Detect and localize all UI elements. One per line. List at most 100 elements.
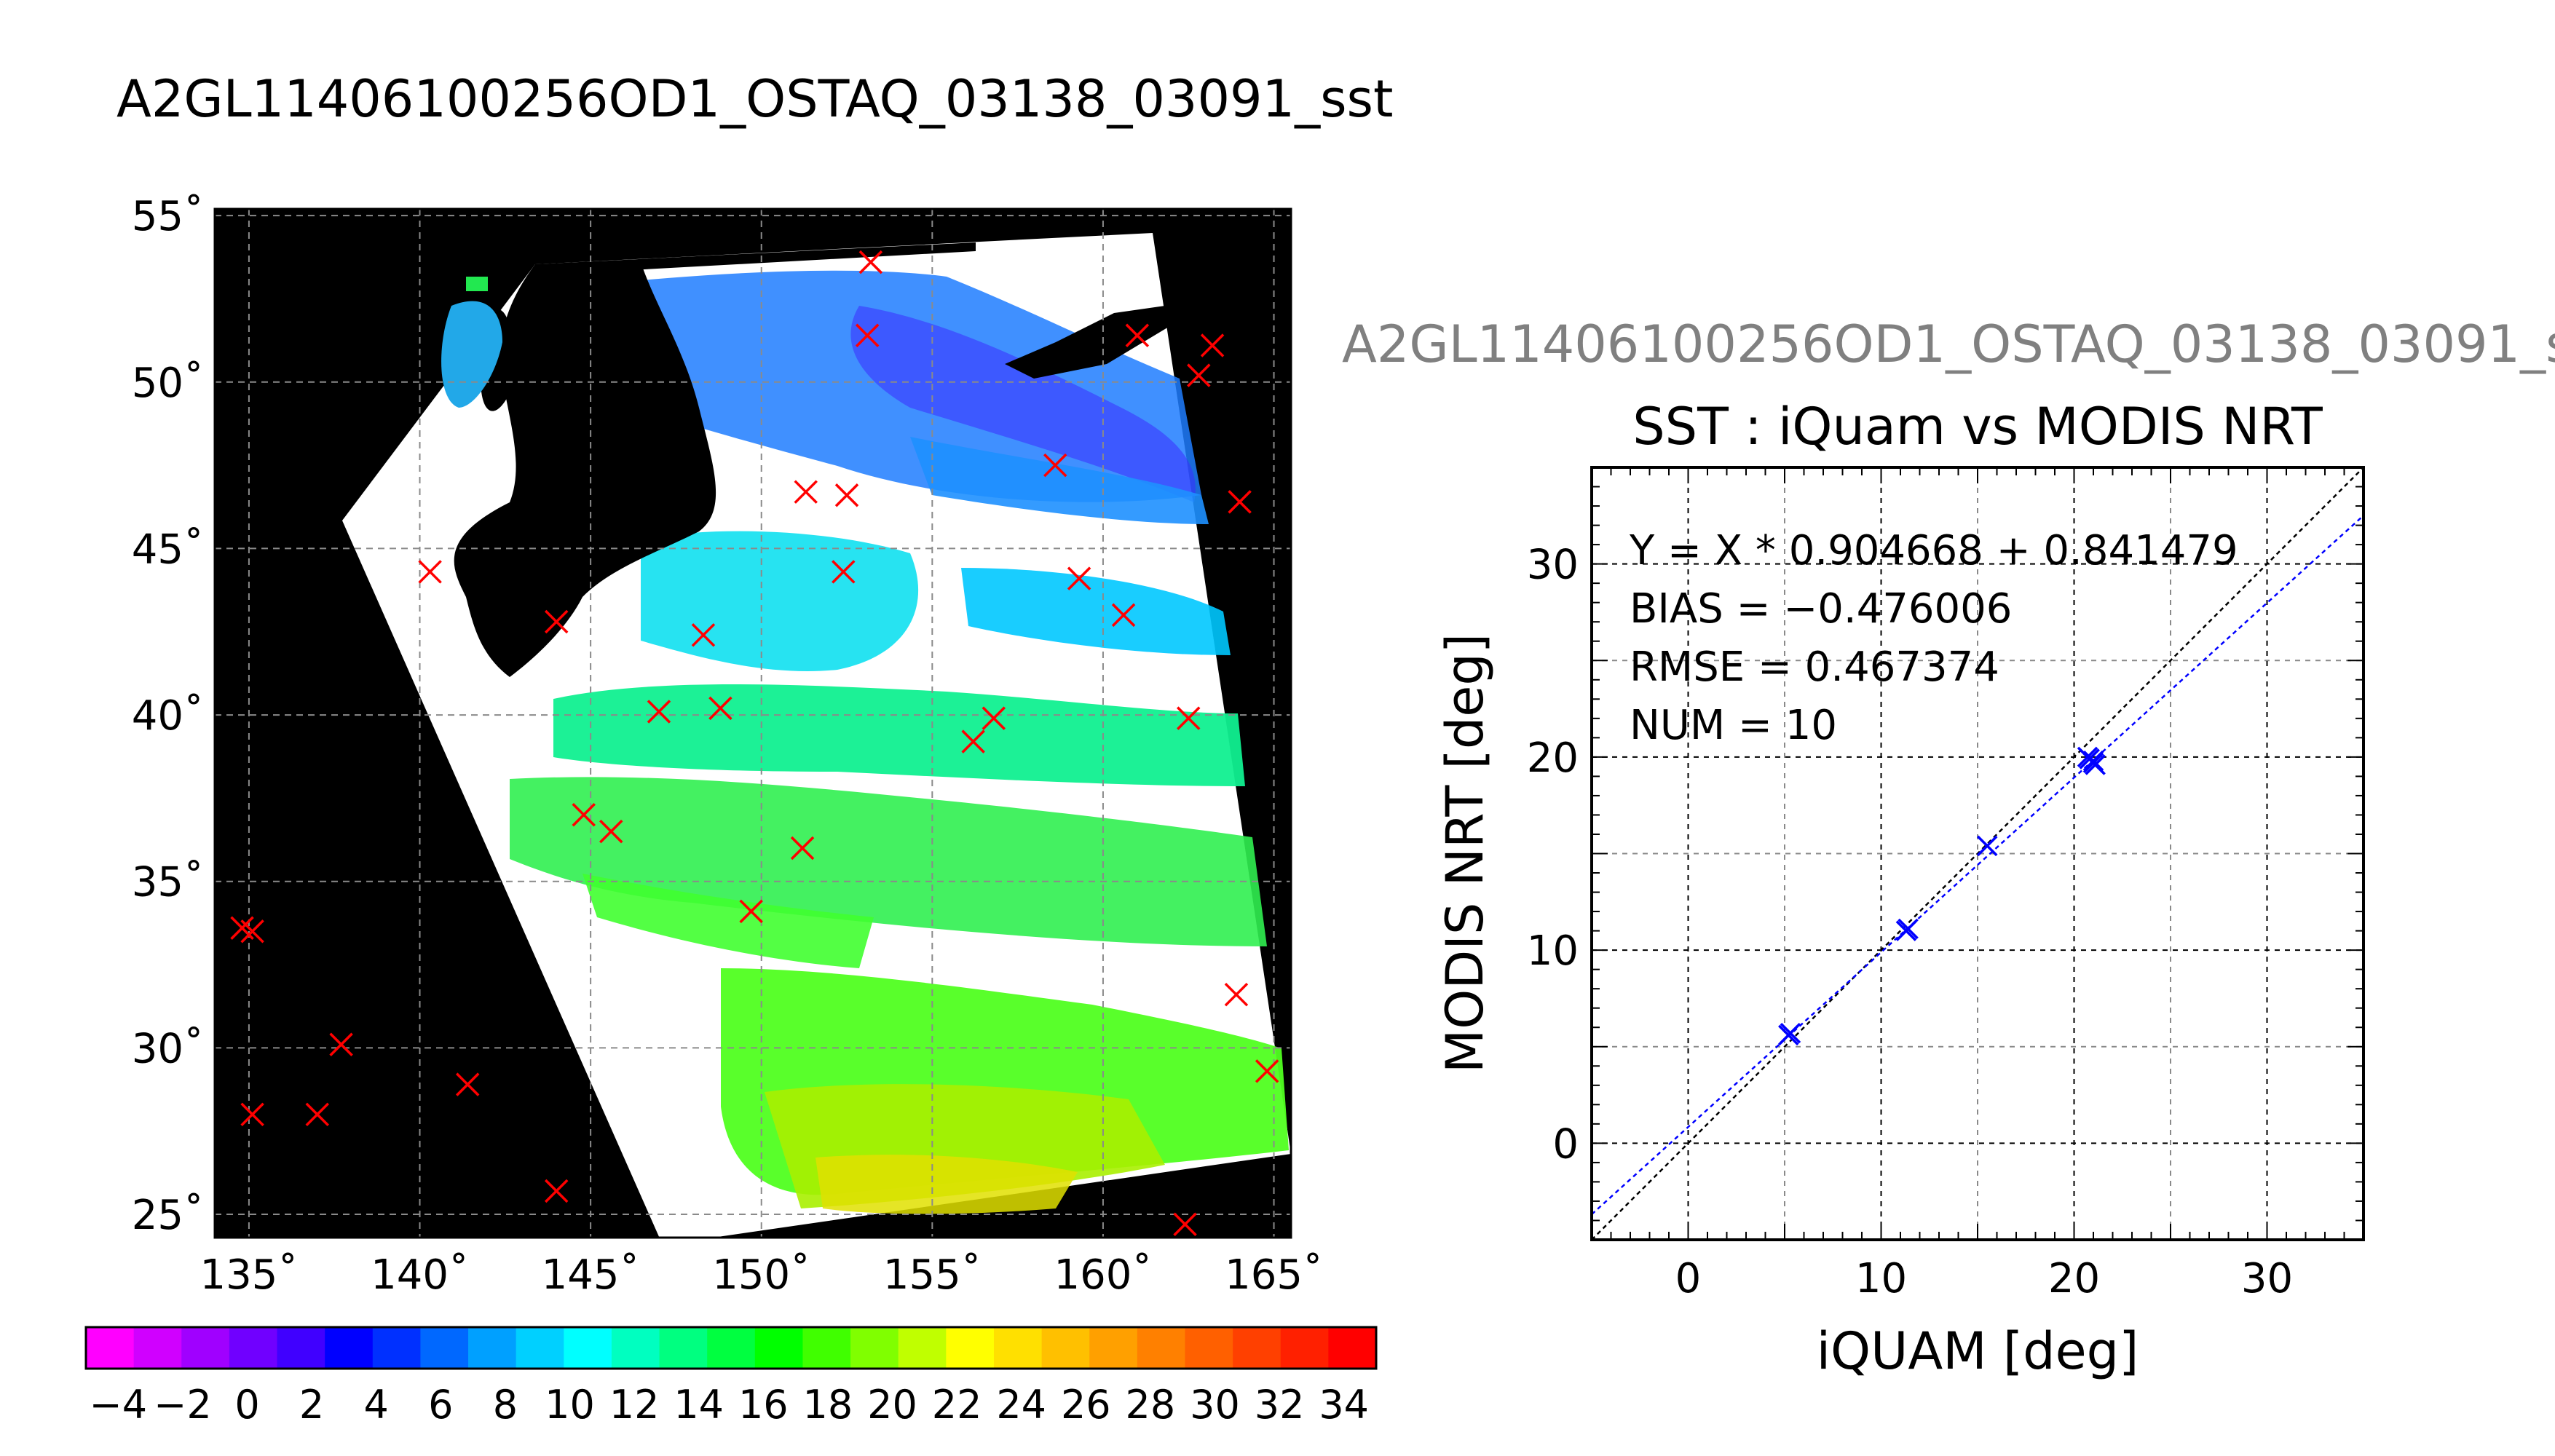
map-gridlines (215, 209, 1291, 1238)
scatter-title: SST : iQuam vs MODIS NRT (1632, 397, 2323, 456)
colorbar-cell (898, 1327, 947, 1369)
colorbar-tick-label: 30 (1190, 1382, 1240, 1428)
colorbar-tick-label: 32 (1255, 1382, 1305, 1428)
scatter-point (2079, 748, 2100, 769)
scatter-gridlines (1592, 467, 2364, 1240)
colorbar-tick-label: −2 (154, 1382, 212, 1428)
map-lon-tick-label: 165˚ (1225, 1251, 1323, 1299)
map-panel: 135˚ 140˚ 145˚ 150˚ 155˚ 160˚ 165˚ 55˚ 50˚ 45˚ 40… (132, 193, 1323, 1299)
match-marker (418, 560, 442, 584)
match-marker (544, 1179, 569, 1203)
colorbar-tick-label: 4 (364, 1382, 389, 1428)
colorbar-cell (133, 1327, 182, 1369)
colorbar-tick-label: 16 (738, 1382, 789, 1428)
colorbar-tick-label: 14 (674, 1382, 724, 1428)
match-marker (1067, 566, 1091, 590)
colorbar-cell (1089, 1327, 1138, 1369)
colorbar-tick-label: 28 (1126, 1382, 1176, 1428)
match-marker (961, 729, 985, 753)
scatter-x-tick-label: 10 (1855, 1255, 1907, 1302)
match-marker (691, 623, 716, 647)
match-marker (599, 819, 623, 844)
colorbar-cell (516, 1327, 564, 1369)
scatter-annotation: BIAS = −0.476006 (1630, 585, 2012, 633)
colorbar-tick-label: 8 (493, 1382, 518, 1428)
scatter-x-axis-label: iQUAM [deg] (1817, 1321, 2139, 1381)
scatter-annotations: Y = X * 0.904668 + 0.841479 BIAS = −0.476… (1629, 527, 2238, 749)
scatter-y-axis-label: MODIS NRT [deg] (1435, 633, 1495, 1073)
match-marker (982, 706, 1006, 730)
colorbar-cell (1185, 1327, 1233, 1369)
scatter-y-tick-label: 30 (1527, 542, 1579, 589)
match-marker (1111, 603, 1136, 628)
match-marker (329, 1032, 353, 1057)
colorbar-cell (1280, 1327, 1329, 1369)
scatter-y-tick-labels: 0 10 20 30 (1527, 542, 1579, 1168)
match-marker (544, 609, 569, 634)
colorbar-cell (850, 1327, 899, 1369)
colorbar-tick-label: 0 (234, 1382, 259, 1428)
scatter-panel: 0 10 20 30 0 10 20 30 Y = X * 0.904668 + 0.841… (1435, 466, 2365, 1381)
scatter-point (2082, 750, 2104, 772)
scatter-annotation: Y = X * 0.904668 + 0.841479 (1629, 527, 2238, 574)
match-marker (855, 323, 880, 348)
map-imagery (342, 233, 1291, 1238)
colorbar-cell (611, 1327, 660, 1369)
match-marker (1125, 323, 1150, 348)
map-lon-tick-label: 135˚ (200, 1251, 298, 1299)
colorbar-tick-labels: −4 −2 0 2 4 6 8 10 12 14 16 18 20 22 24 26 28 30 32 34 (89, 1382, 1369, 1428)
regression-line (1592, 515, 2364, 1215)
match-marker (1200, 333, 1225, 357)
colorbar-tick-label: 34 (1319, 1382, 1369, 1428)
colorbar-cell (277, 1327, 325, 1369)
scatter-y-tick-label: 10 (1527, 927, 1579, 975)
scatter-y-tick-label: 0 (1552, 1120, 1579, 1168)
map-lat-tick-label: 50˚ (132, 360, 204, 407)
scatter-x-tick-labels: 0 10 20 30 (1675, 1255, 2293, 1302)
map-lon-tick-label: 155˚ (883, 1251, 982, 1299)
scatter-point (1778, 1024, 1799, 1046)
colorbar-cell (1041, 1327, 1090, 1369)
scatter-points (1778, 746, 2106, 1046)
scatter-x-tick-label: 20 (2048, 1255, 2100, 1302)
colorbar-cell (1328, 1327, 1377, 1369)
scatter-annotation: NUM = 10 (1630, 702, 1837, 749)
map-lon-tick-label: 150˚ (712, 1251, 810, 1299)
map-lat-tick-label: 45˚ (132, 526, 204, 573)
scatter-y-tick-label: 20 (1527, 735, 1579, 782)
match-marker (794, 480, 818, 504)
colorbar-cells (86, 1327, 1377, 1369)
match-marker (832, 560, 856, 584)
colorbar-cell (754, 1327, 803, 1369)
match-marker (739, 899, 763, 924)
scatter-frame (1590, 466, 2365, 1241)
match-marker (1043, 453, 1067, 478)
colorbar-cell (707, 1327, 756, 1369)
map-lat-tick-labels: 55˚ 50˚ 45˚ 40˚ 35˚ 30˚ 25˚ (132, 193, 204, 1239)
map-frame (213, 207, 1292, 1239)
map-lat-tick-label: 30˚ (132, 1025, 204, 1072)
match-marker (1177, 706, 1201, 730)
match-marker (1255, 1059, 1279, 1083)
colorbar-tick-label: 20 (867, 1382, 917, 1428)
map-lon-tick-label: 145˚ (542, 1251, 640, 1299)
match-marker (1224, 982, 1249, 1007)
map-lat-tick-label: 40˚ (132, 692, 204, 740)
colorbar-tick-label: 2 (299, 1382, 324, 1428)
colorbar-tick-label: 10 (545, 1382, 595, 1428)
match-marker (572, 803, 596, 827)
colorbar-cell (325, 1327, 374, 1369)
map-lat-tick-label: 25˚ (132, 1192, 204, 1239)
match-marker (1187, 363, 1211, 387)
map-lon-tick-label: 140˚ (371, 1251, 469, 1299)
identity-line (1592, 467, 2364, 1240)
colorbar-cell (946, 1327, 995, 1369)
colorbar: −4 −2 0 2 4 6 8 10 12 14 16 18 20 22 24 26 28 30 32 34 (84, 1326, 1378, 1428)
colorbar-frame (84, 1326, 1378, 1370)
colorbar-tick-label: 22 (932, 1382, 982, 1428)
colorbar-cell (1233, 1327, 1282, 1369)
colorbar-cell (420, 1327, 469, 1369)
colorbar-cell (468, 1327, 517, 1369)
scatter-x-tick-label: 30 (2241, 1255, 2293, 1302)
colorbar-cell (372, 1327, 421, 1369)
